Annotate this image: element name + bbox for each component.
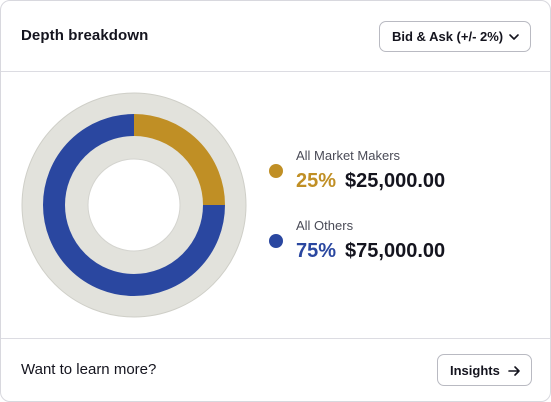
card-footer: Want to learn more? Insights bbox=[1, 338, 550, 401]
legend-dot-market-makers bbox=[269, 164, 283, 178]
card-header: Depth breakdown Bid & Ask (+/- 2%) bbox=[1, 1, 550, 72]
legend-dot-others bbox=[269, 234, 283, 248]
chart-area: All Market Makers 25% $25,000.00 All Oth… bbox=[1, 72, 550, 338]
insights-button-label: Insights bbox=[450, 362, 500, 378]
arrow-right-icon bbox=[508, 366, 520, 376]
donut-slice-market-makers bbox=[133, 114, 225, 206]
legend-percent-market-makers: 25% bbox=[296, 170, 337, 192]
donut-slice-others bbox=[43, 114, 225, 296]
insights-button[interactable]: Insights bbox=[437, 354, 532, 386]
range-select[interactable]: Bid & Ask (+/- 2%) bbox=[379, 21, 531, 52]
donut-hole bbox=[87, 158, 181, 252]
legend-percent-others: 75% bbox=[296, 240, 337, 262]
range-select-value: Bid & Ask (+/- 2%) bbox=[392, 29, 504, 44]
legend-label-market-makers: All Market Makers bbox=[296, 148, 401, 163]
card-title: Depth breakdown bbox=[21, 27, 149, 44]
legend-amount-market-makers: $25,000.00 bbox=[345, 170, 446, 192]
legend-amount-others: $75,000.00 bbox=[345, 240, 446, 262]
chevron-down-icon bbox=[509, 34, 519, 40]
donut-chart bbox=[21, 92, 247, 318]
legend-label-others: All Others bbox=[296, 218, 354, 233]
learn-more-text: Want to learn more? bbox=[21, 361, 157, 378]
